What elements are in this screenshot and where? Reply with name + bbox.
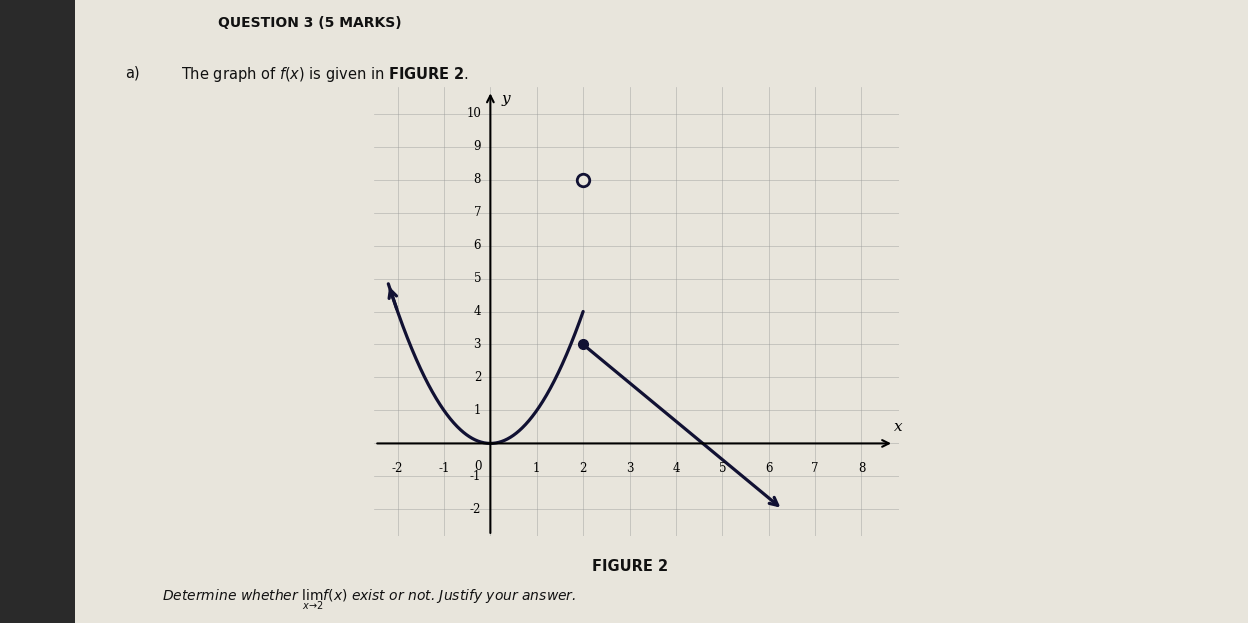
Text: 8: 8 [857,462,865,475]
Text: 5: 5 [719,462,726,475]
Text: -1: -1 [469,470,480,483]
Text: Determine whether $\lim_{x \to 2} f(x)$ exist or not. Justify your answer.: Determine whether $\lim_{x \to 2} f(x)$ … [162,587,577,612]
Text: The graph of $f(x)$ is given in $\mathbf{FIGURE\ 2}$.: The graph of $f(x)$ is given in $\mathbf… [181,65,469,84]
Text: 3: 3 [473,338,480,351]
Text: 1: 1 [474,404,480,417]
Text: 1: 1 [533,462,540,475]
Text: -2: -2 [469,503,480,516]
Text: a): a) [125,65,140,80]
Text: y: y [502,92,510,106]
Text: 10: 10 [467,107,480,120]
Text: -1: -1 [438,462,449,475]
Text: 8: 8 [474,173,480,186]
Text: x: x [895,419,902,434]
Text: QUESTION 3 (5 MARKS): QUESTION 3 (5 MARKS) [218,16,402,29]
Text: 9: 9 [473,140,480,153]
Text: 2: 2 [579,462,587,475]
Text: 0: 0 [474,460,482,473]
Text: 2: 2 [474,371,480,384]
Text: 5: 5 [473,272,480,285]
Text: 6: 6 [765,462,773,475]
FancyBboxPatch shape [75,0,1248,623]
Text: 7: 7 [473,206,480,219]
Text: 3: 3 [625,462,633,475]
FancyBboxPatch shape [0,0,75,623]
Text: 7: 7 [811,462,819,475]
Text: -2: -2 [392,462,403,475]
Text: 4: 4 [673,462,680,475]
Text: FIGURE 2: FIGURE 2 [593,559,668,574]
Text: 6: 6 [473,239,480,252]
Text: 4: 4 [473,305,480,318]
